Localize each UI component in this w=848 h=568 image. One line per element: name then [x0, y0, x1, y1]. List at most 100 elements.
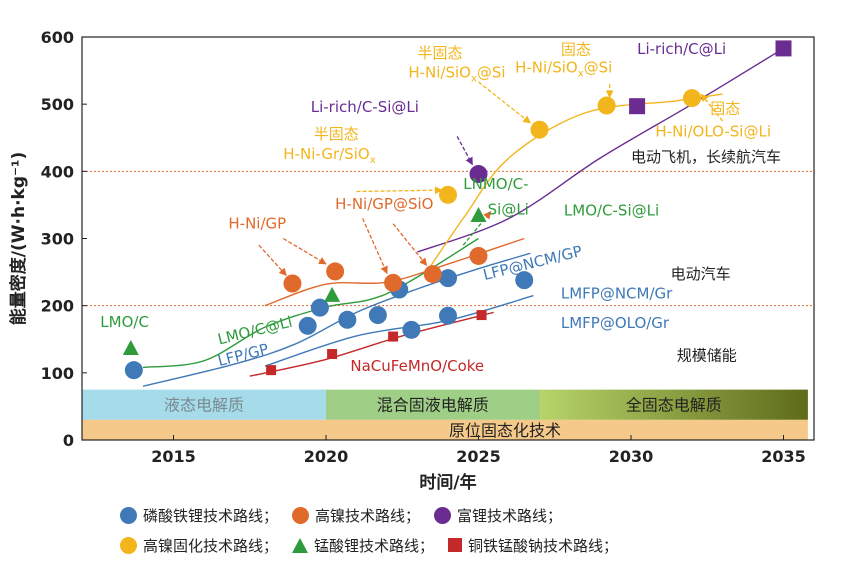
x-tick-label: 2035: [761, 447, 806, 466]
annotation-arrow: [462, 211, 492, 246]
annotation-label: 电动汽车: [671, 265, 731, 283]
annotation-label: H-Ni/GP@SiO: [335, 195, 433, 213]
annotation-rest: @Si: [477, 63, 506, 81]
data-point: [298, 316, 317, 335]
x-tick-label: 2030: [609, 447, 654, 466]
subscript: x: [578, 69, 584, 80]
band-rect: [326, 389, 540, 420]
annotation-label: LMO/C-Si@Li: [564, 202, 659, 220]
legend-label: 富锂技术路线；: [457, 506, 563, 525]
legend-item-sodium: 铜铁锰酸钠技术路线；: [448, 535, 618, 556]
annotations: LMO/C LMO/C@LiLFP/GPH-Ni/GPH-Ni/GP@SiONaC…: [100, 40, 781, 375]
data-point: [597, 96, 616, 115]
circle-marker-icon: [434, 506, 452, 524]
band-rect: [82, 419, 808, 440]
data-point: [439, 269, 457, 288]
annotation-label: H-Ni/OLO-Si@Li: [655, 122, 771, 140]
annotation-arrow: [478, 81, 531, 124]
data-point: [310, 298, 329, 317]
data-point: [266, 365, 277, 376]
data-point: [515, 271, 534, 290]
data-point: [327, 349, 338, 360]
annotation-label: 固态: [710, 100, 740, 118]
annotation-label: NaCuFeMnO/Coke: [350, 357, 484, 375]
band-rect: [539, 389, 808, 420]
electrolyte-band: 混合固液电解质: [326, 389, 540, 420]
x-tick-label: 2015: [151, 447, 196, 466]
legend-item-high-ni-solid: 高镍固化技术路线；: [120, 535, 278, 556]
y-tick-label: 100: [41, 364, 74, 383]
annotation-arrow: [362, 218, 388, 275]
circle-marker-icon: [120, 536, 137, 554]
annotation-label: 固态: [561, 40, 591, 58]
band-rect: [82, 389, 326, 420]
y-tick-label: 200: [41, 297, 74, 316]
y-tick-label: 500: [41, 95, 74, 114]
circle-marker-icon: [120, 506, 137, 524]
annotation-label: H-Ni/GP: [228, 214, 286, 232]
annotation-arrow: [456, 136, 473, 166]
x-tick-label: 2020: [304, 447, 349, 466]
annotation-label: LMO/C: [100, 313, 149, 331]
y-tick-label: 400: [41, 162, 74, 181]
annotation-arrow: [356, 186, 443, 195]
legend-label: 高镍固化技术路线；: [143, 536, 279, 555]
trend-line: [249, 311, 494, 377]
x-axis-label: 时间/年: [419, 472, 476, 493]
y-tick-label: 600: [41, 28, 74, 47]
annotation-label: LNMO/C-: [463, 175, 528, 193]
legend-label: 高镍技术路线；: [315, 506, 421, 525]
legend-label: 锰酸锂技术路线；: [314, 536, 435, 555]
annotation-label: Li-rich/C-Si@Li: [311, 98, 419, 116]
annotation-label: LMFP@NCM/Gr: [561, 284, 673, 302]
legend-row-2: 高镍固化技术路线； 锰酸锂技术路线； 铜铁锰酸钠技术路线；: [120, 530, 820, 560]
data-point: [469, 165, 488, 184]
annotation-label: 电动飞机，长续航汽车: [631, 148, 781, 166]
data-point: [439, 185, 457, 204]
axes: 0 100 200 300 400 500 600 2015 2020 2025 2030 2035 时…: [8, 28, 815, 493]
electrolyte-band: 液态电解质: [82, 389, 326, 420]
data-point: [324, 286, 341, 302]
legend-item-li-rich: 富锂技术路线；: [434, 505, 562, 526]
subscript: x: [370, 155, 376, 166]
y-tick-label: 0: [63, 431, 74, 450]
electrolyte-band: 原位固态化技术: [82, 419, 808, 440]
legend-row-1: 磷酸铁锂技术路线； 高镍技术路线； 富锂技术路线；: [120, 500, 820, 530]
annotation-label: 半固态: [418, 44, 463, 62]
trend-line: [417, 47, 784, 253]
data-point: [469, 246, 488, 265]
electrolyte-band: 全固态电解质: [539, 389, 808, 420]
y-axis-label: 能量密度/(W·h·kg⁻¹): [8, 152, 29, 325]
trend-line: [142, 237, 479, 369]
legend-label: 磷酸铁锂技术路线；: [143, 506, 279, 525]
x-tick-label: 2025: [456, 447, 501, 466]
legend-item-lmo: 锰酸锂技术路线；: [292, 535, 434, 556]
data-point: [283, 274, 302, 293]
trend-line: [142, 252, 531, 387]
triangle-marker-icon: [292, 537, 309, 553]
data-point: [384, 273, 403, 292]
data-point: [439, 306, 457, 325]
band-label: 液态电解质: [164, 396, 244, 415]
annotation-label: Si@Li: [488, 200, 529, 218]
data-point: [124, 361, 143, 380]
annotation-label: Li-rich/C@Li: [637, 40, 726, 58]
data-point: [470, 206, 487, 222]
data-point: [326, 262, 345, 281]
annotation-label: H-Ni-Gr/SiOx: [283, 145, 375, 166]
annotation-arrow: [392, 223, 428, 266]
application-label: 规模储能: [677, 347, 737, 365]
circle-marker-icon: [292, 506, 310, 524]
annotation-arrow: [258, 244, 287, 277]
data-point: [530, 120, 549, 139]
data-point: [476, 310, 487, 321]
annotation-rest: @Si: [584, 59, 613, 77]
square-marker-icon: [448, 538, 463, 552]
annotation-arrow: [282, 237, 327, 265]
band-label: 原位固态化技术: [449, 421, 561, 440]
data-point: [683, 89, 701, 108]
data-point: [388, 331, 399, 342]
data-point: [775, 40, 792, 57]
